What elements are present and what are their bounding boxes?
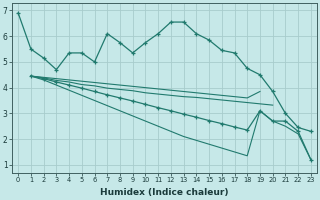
X-axis label: Humidex (Indice chaleur): Humidex (Indice chaleur) (100, 188, 229, 197)
